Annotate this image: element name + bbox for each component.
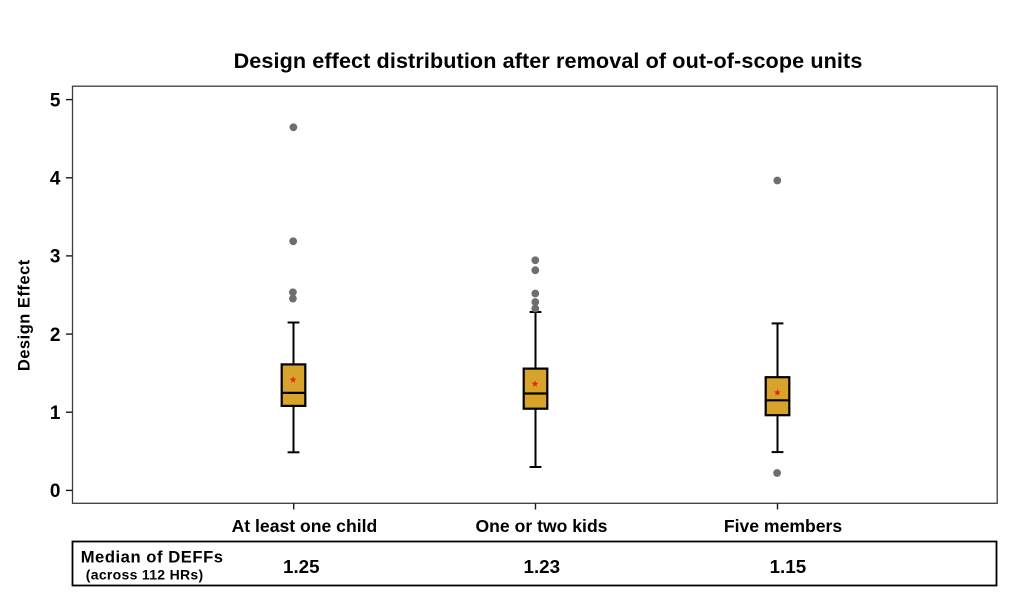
svg-text:3: 3: [50, 247, 61, 268]
svg-text:2: 2: [50, 325, 61, 346]
svg-text:5: 5: [50, 90, 61, 111]
svg-text:Design effect distribution aft: Design effect distribution after removal…: [234, 48, 863, 73]
svg-text:Median of DEFFs: Median of DEFFs: [81, 547, 224, 566]
svg-text:1.15: 1.15: [770, 556, 807, 577]
svg-text:One or two kids: One or two kids: [476, 516, 608, 536]
svg-text:1.23: 1.23: [524, 556, 561, 577]
svg-text:Design Effect: Design Effect: [15, 259, 33, 371]
svg-text:0: 0: [50, 481, 61, 502]
svg-text:Five members: Five members: [724, 516, 843, 536]
svg-text:1.25: 1.25: [283, 556, 320, 577]
svg-text:1: 1: [50, 403, 61, 424]
svg-text:At least one child: At least one child: [232, 516, 378, 536]
svg-text:4: 4: [50, 169, 61, 190]
svg-text:(across 112 HRs): (across 112 HRs): [86, 567, 204, 583]
